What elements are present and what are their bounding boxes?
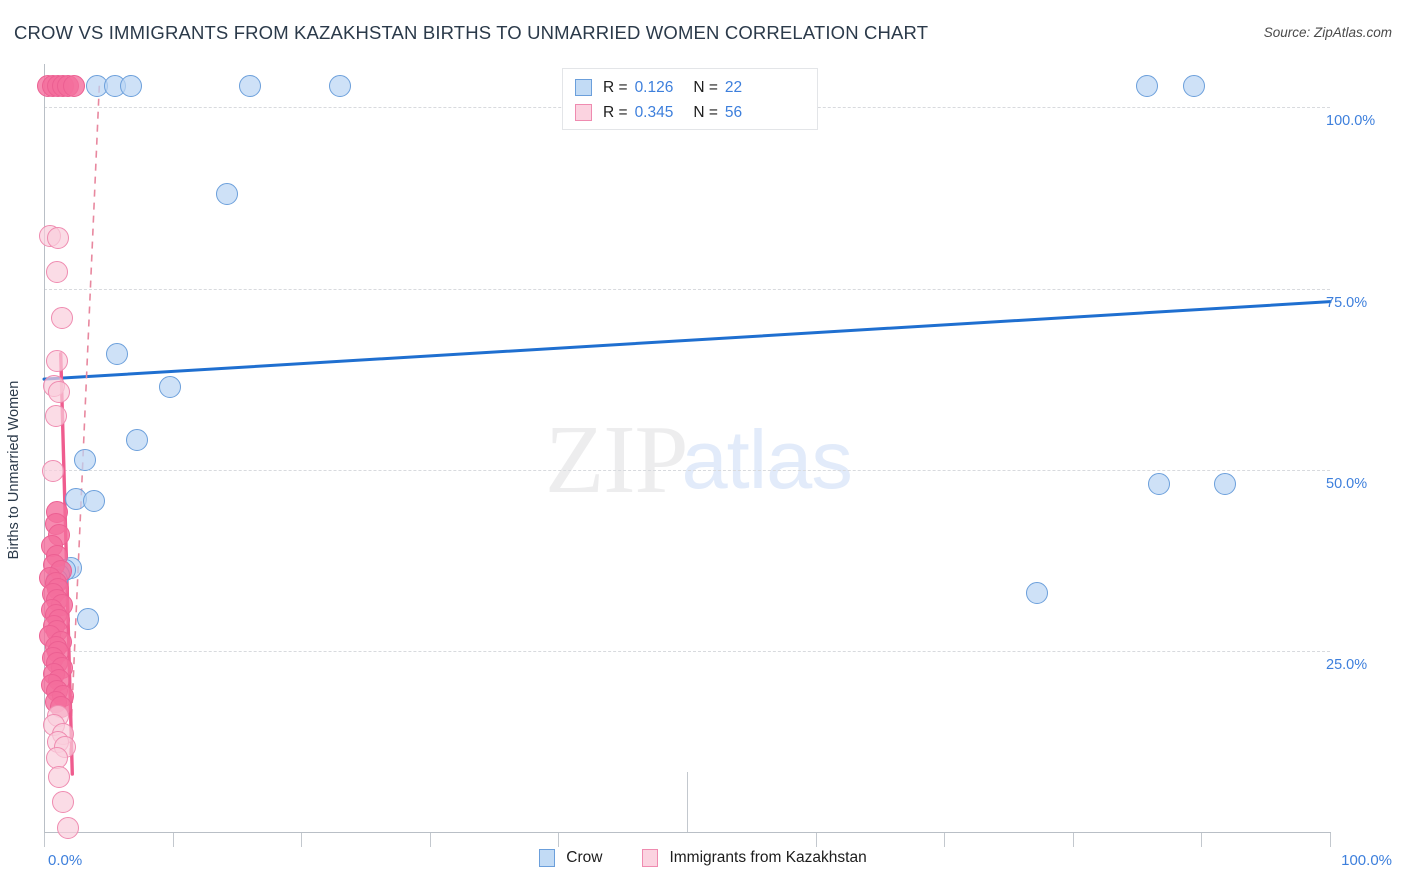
x-tick-5	[687, 772, 688, 832]
legend-n-value-crow: 22	[724, 78, 743, 96]
plot-background	[44, 64, 1330, 832]
x-tick-3	[429, 833, 431, 847]
data-point	[74, 448, 97, 471]
series-label-crow: Crow	[566, 849, 603, 866]
data-point	[48, 765, 71, 788]
correlation-legend: R = 0.126 N = 22 R = 0.345 N = 56	[562, 68, 818, 130]
data-point	[1182, 74, 1205, 97]
x-tick-9	[1201, 833, 1203, 847]
data-point	[83, 489, 106, 512]
y-axis-label-2: 50.0%	[1326, 475, 1368, 492]
x-tick-7	[944, 833, 946, 847]
data-point	[48, 381, 71, 404]
y-axis-title: Births to Unmarried Women	[6, 380, 22, 560]
x-tick-0	[44, 833, 45, 847]
legend-r-value-kazakhstan: 0.345	[634, 103, 674, 121]
data-point	[238, 74, 261, 97]
data-point	[125, 429, 148, 452]
legend-row-crow: R = 0.126 N = 22	[575, 75, 807, 100]
x-axis-line	[44, 832, 1331, 833]
series-swatch-crow	[539, 849, 556, 867]
y-axis-label-1: 75.0%	[1326, 294, 1368, 311]
x-axis-min-label: 0.0%	[48, 852, 83, 869]
legend-n-label-kazakhstan: N =	[693, 103, 718, 121]
legend-r-value-crow: 0.126	[634, 78, 674, 96]
data-point	[1147, 473, 1170, 496]
series-label-kazakhstan: Immigrants from Kazakhstan	[669, 849, 867, 866]
data-point	[159, 376, 182, 399]
data-point	[76, 607, 99, 630]
legend-n-label-crow: N =	[693, 78, 718, 96]
legend-r-label-kazakhstan: R =	[603, 103, 628, 121]
data-point	[1136, 74, 1159, 97]
legend-swatch-crow	[575, 79, 592, 96]
legend-r-label-crow: R =	[603, 78, 628, 96]
x-axis-max-label: 100.0%	[1341, 852, 1392, 869]
legend-n-value-kazakhstan: 56	[724, 103, 743, 121]
data-point	[62, 74, 85, 97]
data-point	[47, 226, 70, 249]
source-label: Source: ZipAtlas.com	[1263, 25, 1392, 40]
x-tick-4	[558, 833, 560, 847]
page-title: CROW VS IMMIGRANTS FROM KAZAKHSTAN BIRTH…	[14, 22, 929, 43]
data-point	[328, 74, 351, 97]
x-tick-6	[815, 833, 817, 847]
x-tick-10	[1330, 833, 1331, 847]
data-point	[45, 350, 68, 373]
data-point	[215, 182, 238, 205]
gridline-y-3	[44, 650, 1330, 652]
gridline-y-2	[44, 469, 1330, 471]
series-swatch-kazakhstan	[642, 849, 659, 867]
data-point	[45, 260, 68, 283]
data-point	[57, 816, 80, 839]
x-tick-8	[1072, 833, 1074, 847]
data-point	[52, 790, 75, 813]
x-tick-1	[172, 833, 174, 847]
data-point	[42, 460, 64, 483]
series-legend-item-crow[interactable]: Crow	[539, 849, 602, 867]
data-point	[44, 405, 67, 428]
legend-swatch-kazakhstan	[575, 104, 592, 121]
gridline-y-1	[44, 288, 1330, 290]
data-point	[1025, 581, 1048, 604]
y-axis-label-3: 25.0%	[1326, 656, 1368, 673]
y-axis-line	[44, 64, 45, 832]
x-tick-2	[301, 833, 303, 847]
plot-area	[44, 64, 1330, 832]
data-point	[1213, 473, 1236, 496]
legend-row-kazakhstan: R = 0.345 N = 56	[575, 100, 807, 125]
series-legend-item-kazakhstan[interactable]: Immigrants from Kazakhstan	[642, 849, 867, 867]
series-legend: Crow Immigrants from Kazakhstan	[0, 849, 1406, 867]
data-point	[106, 342, 129, 365]
data-point	[51, 306, 73, 329]
y-axis-label-0: 100.0%	[1326, 113, 1376, 130]
data-point	[120, 74, 143, 97]
